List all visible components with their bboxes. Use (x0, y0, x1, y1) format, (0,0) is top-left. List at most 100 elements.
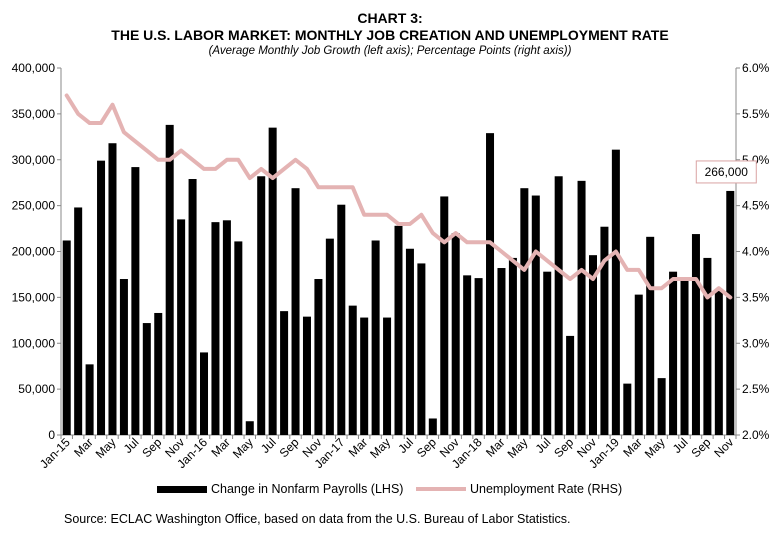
bar (428, 418, 437, 435)
unemployment-line (64, 93, 733, 300)
bar (165, 124, 174, 435)
bar (497, 268, 506, 435)
bar (268, 127, 277, 435)
y-right-tick-label: 4.0% (742, 245, 770, 259)
bar (108, 143, 117, 436)
legend-label-unemployment: Unemployment Rate (RHS) (470, 482, 623, 496)
bar (211, 222, 220, 435)
bar (337, 204, 346, 435)
bar (177, 219, 186, 435)
legend-swatch-bar (157, 485, 207, 493)
x-tick-label: Mar (346, 435, 371, 460)
y-left-tick-label: 350,000 (12, 107, 56, 121)
y-right-tick-label: 3.0% (742, 336, 770, 350)
x-tick-label: Jul (670, 435, 691, 456)
bar (451, 233, 460, 435)
bar (62, 240, 71, 435)
x-tick-label: May (93, 435, 119, 461)
bar (302, 316, 311, 435)
y-right-tick-label: 6.0% (742, 61, 770, 75)
bar (463, 275, 472, 435)
bar (74, 207, 83, 435)
y-right-tick-label: 2.0% (742, 428, 770, 442)
x-tick-label: May (642, 435, 668, 461)
bar (691, 234, 700, 435)
x-tick-label: Jul (121, 435, 142, 456)
bar (97, 160, 106, 436)
x-tick-label: Mar (483, 435, 508, 460)
bar (325, 238, 334, 435)
y-right-tick-label: 2.5% (742, 382, 770, 396)
bar (703, 257, 712, 435)
bar (200, 352, 209, 435)
bar (600, 226, 609, 435)
chart-subtitle: (Average Monthly Job Growth (left axis);… (208, 45, 572, 57)
bar (257, 176, 266, 435)
x-tick-label: Jul (258, 435, 279, 456)
bar (417, 263, 426, 435)
bar (119, 279, 128, 435)
x-tick-label: Nov (711, 435, 736, 460)
bar (623, 383, 632, 435)
bar (669, 271, 678, 435)
y-left-tick-label: 400,000 (12, 61, 56, 75)
x-tick-label: May (367, 435, 393, 461)
bar (188, 179, 197, 435)
bar (371, 240, 380, 435)
x-tick-label: Sep (689, 435, 714, 460)
source-note: Source: ECLAC Washington Office, based o… (64, 512, 571, 526)
x-tick-label: Sep (139, 435, 164, 460)
bar (634, 294, 643, 435)
bar (554, 176, 563, 435)
bar (394, 225, 403, 435)
legend-swatch-line (416, 487, 466, 491)
x-tick-label: Mar (208, 435, 233, 460)
x-tick-label: Jul (533, 435, 554, 456)
x-tick-label: Sep (551, 435, 576, 460)
x-tick-label: Mar (620, 435, 645, 460)
bar (588, 255, 597, 435)
x-tick-label: Jul (395, 435, 416, 456)
y-left-tick-label: 250,000 (12, 199, 56, 213)
bar (314, 279, 323, 435)
x-tick-label: Sep (277, 435, 302, 460)
bar (531, 195, 540, 435)
bar (611, 149, 620, 435)
y-left-tick-label: 50,000 (18, 382, 55, 396)
y-left-tick-label: 150,000 (12, 290, 56, 304)
y-left-tick-label: 200,000 (12, 245, 56, 259)
bar (486, 133, 495, 435)
bar (360, 317, 369, 435)
legend-label-payrolls: Change in Nonfarm Payrolls (LHS) (211, 482, 404, 496)
bar (440, 196, 449, 435)
bar (142, 323, 151, 435)
chart-title: THE U.S. LABOR MARKET: MONTHLY JOB CREAT… (111, 27, 669, 43)
bar (291, 188, 300, 435)
x-tick-label: Mar (71, 435, 96, 460)
bar (714, 290, 723, 435)
bar (508, 257, 517, 435)
x-tick-label: Sep (414, 435, 439, 460)
y-left-tick-label: 300,000 (12, 153, 56, 167)
bar (234, 241, 243, 435)
bar (280, 311, 289, 435)
bar (383, 317, 392, 435)
bar (520, 188, 529, 435)
y-right-tick-label: 3.5% (742, 290, 770, 304)
legend-item-payrolls: Change in Nonfarm Payrolls (LHS) (157, 482, 403, 496)
bar (154, 312, 163, 435)
bar (657, 378, 666, 435)
bar (680, 279, 689, 435)
legend-item-unemployment: Unemployment Rate (RHS) (416, 482, 622, 496)
bar (348, 305, 357, 435)
annotation-box (695, 160, 757, 184)
bar (245, 421, 254, 435)
bar (566, 335, 575, 435)
bar (646, 236, 655, 435)
chart-number: CHART 3: (357, 10, 423, 26)
bar (405, 248, 414, 435)
bar (726, 190, 735, 435)
y-left-tick-label: 0 (48, 428, 55, 442)
bar (577, 180, 586, 435)
